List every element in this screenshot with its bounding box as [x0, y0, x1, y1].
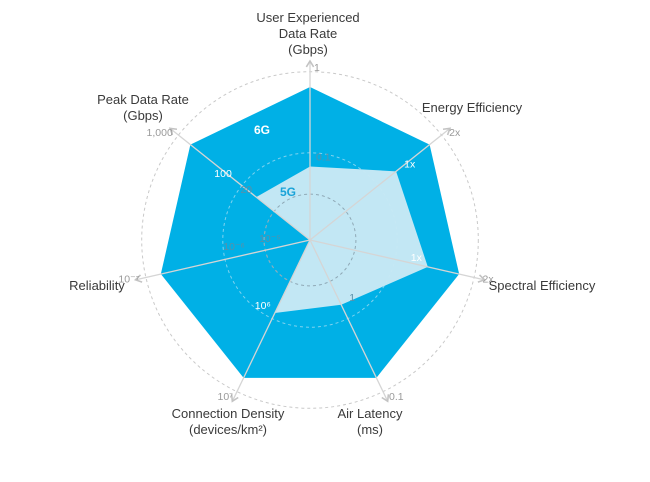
- tick-label-5-1: 10⁻⁶: [223, 241, 245, 253]
- axis-label-6-1: (Gbps): [123, 108, 163, 123]
- axis-line-6: [169, 127, 311, 241]
- axis-line-2: [309, 239, 485, 281]
- axis-label-0-2: (Gbps): [288, 42, 328, 57]
- tick-label-1-0: 1x: [404, 158, 416, 170]
- axis-arrow-icon-5: [133, 274, 143, 283]
- tick-label-6-2: 1,000: [147, 127, 173, 139]
- axis-label-6-0: Peak Data Rate: [97, 92, 189, 107]
- tick-label-5-2: 10⁻⁷: [118, 273, 139, 285]
- axis-label-0-0: User Experienced: [256, 10, 359, 25]
- tick-label-4-1: 10⁷: [218, 391, 234, 403]
- axis-label-0-1: Data Rate: [279, 26, 338, 41]
- series-label-6g: 6G: [254, 123, 270, 137]
- axis-arrow-icon-2: [477, 274, 487, 283]
- axis-line-3: [309, 239, 389, 402]
- axis-label-4-1: (devices/km²): [189, 422, 267, 437]
- axis-arrow-icon-4: [230, 394, 239, 403]
- axis-arrow-icon-0: [305, 59, 315, 68]
- axis-line-5: [135, 239, 311, 281]
- axis-label-2-0: Spectral Efficiency: [489, 278, 596, 293]
- axis-label-5-0: Reliability: [69, 278, 125, 293]
- axis-arrow-icon-6: [168, 127, 178, 136]
- tick-label-5-0: 10⁻⁵: [259, 233, 281, 245]
- tick-label-3-0: 1: [349, 292, 355, 304]
- axis-label-1-0: Energy Efficiency: [422, 100, 523, 115]
- axis-arrow-icon-1: [442, 127, 452, 136]
- tick-label-2-0: 1x: [411, 252, 423, 264]
- tick-label-6-1: 100: [214, 168, 232, 180]
- series-label-5g: 5G: [280, 185, 296, 199]
- tick-label-1-1: 2x: [449, 127, 461, 139]
- tick-label-0-0: 0.1: [316, 152, 331, 164]
- tick-label-4-0: 10⁶: [255, 300, 271, 312]
- axis-label-4-0: Connection Density: [172, 406, 285, 421]
- core-grid-circle-0: [263, 193, 357, 287]
- tick-label-0-1: 1: [314, 62, 320, 74]
- tick-label-2-1: 2x: [483, 273, 495, 285]
- series-5g-area: [256, 166, 428, 314]
- tick-label-6-0: 20: [240, 184, 252, 196]
- axis-arrow-icon-3: [381, 394, 390, 403]
- tick-label-3-1: 0.1: [389, 391, 404, 403]
- axis-label-3-0: Air Latency: [337, 406, 403, 421]
- axis-line-4: [231, 239, 311, 402]
- axis-label-3-1: (ms): [357, 422, 383, 437]
- axis-line-1: [309, 127, 451, 241]
